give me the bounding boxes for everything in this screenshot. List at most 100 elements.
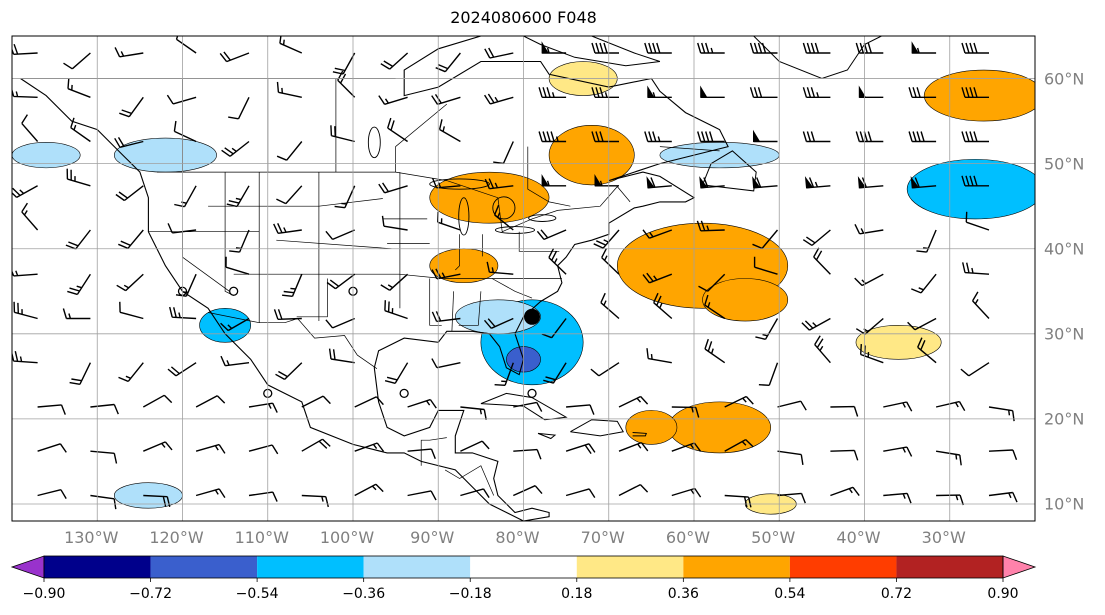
wind-barb: [484, 178, 514, 190]
wind-barb: [65, 229, 91, 250]
wind-barb: [618, 441, 649, 452]
colorbar-frame: [43, 555, 1004, 579]
wind-barb-flag: [911, 41, 919, 54]
wind-barb-flag: [647, 85, 655, 98]
longitude-tick-label: 80°W: [495, 528, 540, 547]
wind-barb: [114, 137, 144, 148]
longitude-tick-label: 50°W: [751, 528, 796, 547]
anomaly-blob: [625, 410, 678, 445]
us-mexico-border: [208, 312, 378, 369]
wind-barb: [988, 491, 1018, 503]
wind-barb: [378, 182, 408, 194]
colorbar-extend-high: [1002, 555, 1037, 579]
state-border-h: [276, 239, 392, 250]
colorbar-tick-label: 0.72: [880, 586, 913, 602]
wind-barb: [118, 362, 144, 383]
wind-barb: [167, 223, 197, 234]
wind-barb: [67, 273, 91, 296]
wind-barb: [334, 185, 356, 209]
wind-barb: [854, 273, 884, 287]
wind-barb: [275, 362, 303, 381]
wind-barb: [460, 440, 490, 452]
jamaica-coast: [537, 432, 557, 440]
wind-barb: [988, 406, 1015, 422]
longitude-tick-label: 100°W: [319, 528, 375, 547]
wind-barb-flag: [700, 85, 708, 98]
wind-barb: [671, 406, 700, 418]
wind-barb: [354, 396, 384, 408]
wind-barb: [143, 441, 173, 452]
wind-barb: [118, 229, 144, 250]
wind-barb-flag: [910, 176, 920, 189]
wind-barb: [62, 308, 91, 320]
wind-barb: [908, 131, 937, 143]
longitude-tick-label: 110°W: [234, 528, 289, 547]
wind-barb: [591, 87, 619, 98]
wind-barb: [988, 449, 1018, 461]
lake-huron: [492, 196, 516, 220]
wind-barb: [642, 229, 673, 239]
colorbar-tick-label: 0.54: [774, 586, 806, 602]
wind-barb: [883, 492, 912, 504]
wind-barb: [273, 309, 302, 320]
wind-barb: [971, 291, 990, 319]
wind-barb-flag: [752, 176, 761, 189]
longitude-tick-label: 130°W: [64, 528, 119, 547]
state-border-q: [491, 278, 533, 299]
anomaly-blob: [702, 278, 789, 322]
wind-barb: [493, 204, 514, 231]
wind-barb: [219, 51, 250, 63]
wind-barb: [513, 485, 543, 497]
wind-barb: [380, 52, 409, 70]
mexico-guatemala-border: [420, 437, 447, 466]
wind-barb: [282, 273, 303, 297]
wind-barb: [273, 223, 302, 234]
wind-barb: [21, 114, 39, 142]
colorbar-tick-label: 0.18: [561, 586, 593, 602]
wind-barb: [749, 42, 778, 54]
wind-barb: [381, 215, 408, 231]
wind-barb: [119, 301, 144, 320]
state-border-n: [455, 234, 460, 271]
wind-barb: [548, 247, 567, 275]
wind-barb: [37, 443, 67, 453]
wind-barb: [384, 362, 409, 384]
wind-barb: [174, 185, 197, 208]
wind-barb-flag: [753, 129, 761, 142]
wind-barb: [330, 125, 355, 143]
wind-barb: [777, 450, 804, 466]
wind-barb: [961, 87, 989, 98]
wind-barb: [166, 94, 197, 105]
wind-barb: [601, 247, 620, 275]
wind-barb: [704, 294, 726, 320]
wind-barb: [907, 317, 937, 331]
wind-barb: [590, 362, 620, 377]
wind-barb: [221, 140, 250, 157]
lake-ontario: [528, 214, 557, 222]
wind-barb: [802, 42, 831, 54]
wind-barb: [407, 490, 437, 501]
wind-barb: [12, 87, 38, 98]
wind-barb: [337, 70, 356, 98]
wind-barb: [697, 42, 725, 54]
wind-barb: [917, 337, 937, 364]
wind-barb: [961, 175, 989, 187]
colorbar-segment: [896, 556, 1003, 578]
wind-barb: [12, 350, 38, 364]
wind-barb: [225, 256, 250, 275]
lake-michigan: [458, 197, 470, 236]
wind-barb: [704, 338, 726, 364]
wind-barb: [407, 448, 436, 460]
wind-barb: [855, 42, 884, 54]
colorbar-tick-label: 0.36: [667, 586, 699, 602]
longitude-tick-label: 120°W: [149, 528, 204, 547]
wind-barb: [646, 348, 672, 364]
wind-barb: [195, 488, 226, 498]
calm-wind-marker: [228, 286, 239, 296]
wind-barb: [354, 483, 384, 497]
hispaniola-coast: [570, 419, 624, 437]
anomaly-blob: [906, 159, 1035, 220]
wind-barb: [431, 268, 461, 280]
wind-barb-flag: [541, 173, 549, 187]
wind-barb: [69, 362, 92, 385]
